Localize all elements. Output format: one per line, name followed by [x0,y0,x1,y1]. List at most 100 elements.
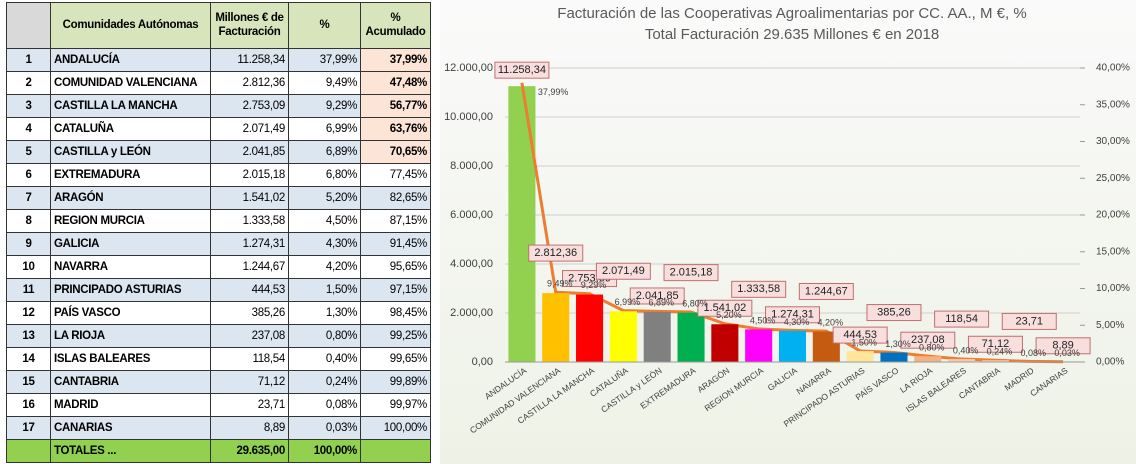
table-cell: 2.015,18 [211,164,289,187]
value-label: 1.244,67 [805,285,848,297]
y2-tick-label: 15,00% [1096,246,1130,257]
value-label: 385,26 [877,306,911,318]
table-cell: 6,80% [289,164,361,187]
value-label: 1,30% [885,339,911,349]
table-cell: 10 [7,256,51,279]
table-cell: 385,26 [211,302,289,325]
value-label: 11.258,34 [498,64,546,76]
page: Comunidades AutónomasMillones € de Factu… [0,0,1136,464]
table-cell: 1,50% [289,279,361,302]
data-table: Comunidades AutónomasMillones € de Factu… [6,2,431,463]
table-cell: 70,65% [361,141,431,164]
table-cell: 0,03% [289,417,361,440]
table-cell: 1.274,31 [211,233,289,256]
table-cell: 444,53 [211,279,289,302]
table-cell: 95,65% [361,256,431,279]
y2-tick-label: 20,00% [1096,210,1130,221]
table-cell: ISLAS BALEARES [51,348,211,371]
y-tick-label: 0,00 [472,356,493,368]
table-cell: 4,30% [289,233,361,256]
value-label: 37,99% [538,87,569,97]
chart-subtitle: Total Facturación 29.635 Millones € en 2… [645,26,939,43]
table-cell: 1.244,67 [211,256,289,279]
bar [914,356,941,362]
y2-tick-label: 5,00% [1096,320,1124,331]
table-cell: 0,24% [289,371,361,394]
table-cell: 82,65% [361,187,431,210]
table-cell: 99,89% [361,371,431,394]
table-row: 14ISLAS BALEARES118,540,40%99,65% [7,348,431,371]
table-cell: 13 [7,325,51,348]
table-cell: CANARIAS [51,417,211,440]
value-label: 6,99% [615,297,641,307]
table-cell: 4 [7,118,51,141]
y2-tick-label: 25,00% [1096,173,1130,184]
table-cell: 37,99% [361,49,431,72]
bar [644,312,671,362]
table-cell: LA RIOJA [51,325,211,348]
table-cell: 6 [7,164,51,187]
value-label: 1,50% [851,337,877,347]
table-row: 11PRINCIPADO ASTURIAS444,531,50%97,15% [7,279,431,302]
table-row: 2COMUNIDAD VALENCIANA2.812,369,49%47,48% [7,72,431,95]
table-cell: 9,29% [289,95,361,118]
table-cell: 63,76% [361,118,431,141]
table-cell: 0,80% [289,325,361,348]
table-cell: 99,97% [361,394,431,417]
table-cell: 37,99% [289,49,361,72]
y2-tick-label: 10,00% [1096,283,1130,294]
y-tick-label: 6.000,00 [450,209,493,221]
table-cell: 56,77% [361,95,431,118]
table-cell: 11.258,34 [211,49,289,72]
table-cell: 237,08 [211,325,289,348]
table-cell: 9,49% [289,72,361,95]
table-cell: 5,20% [289,187,361,210]
table-cell: 9 [7,233,51,256]
value-label: 2.071,49 [602,265,645,277]
bar [610,311,637,362]
y2-tick-label: 35,00% [1096,99,1130,110]
value-label: 0,80% [919,342,945,352]
table-cell: 98,45% [361,302,431,325]
table-cell: 8 [7,210,51,233]
table-cell: 1.333,58 [211,210,289,233]
table-cell: 100,00% [361,417,431,440]
table-cell: Millones € de Facturación [211,3,289,49]
bar [542,293,569,362]
table-cell: 7 [7,187,51,210]
table-cell: 5 [7,141,51,164]
chart-title: Facturación de las Cooperativas Agroalim… [557,5,1026,22]
bar [576,295,603,362]
table-cell: 17 [7,417,51,440]
value-label: 0,08% [1020,348,1046,358]
table-cell: 2.071,49 [211,118,289,141]
table-cell: 11 [7,279,51,302]
table-cell: 87,15% [361,210,431,233]
y-tick-label: 10.000,00 [444,111,493,123]
table-cell: 8,89 [211,417,289,440]
table-cell: CATALUÑA [51,118,211,141]
table-cell: 4,50% [289,210,361,233]
table-cell: PAÍS VASCO [51,302,211,325]
table-cell: EXTREMADURA [51,164,211,187]
value-label: 2.015,18 [670,267,713,279]
y2-tick-label: 40,00% [1096,63,1130,74]
value-label: 5,20% [716,310,742,320]
table-cell: PRINCIPADO ASTURIAS [51,279,211,302]
table-cell: 99,65% [361,348,431,371]
bar [779,331,806,362]
table-cell: 47,48% [361,72,431,95]
y-tick-label: 8.000,00 [450,160,493,172]
table-row: 17CANARIAS8,890,03%100,00% [7,417,431,440]
value-label: 2.812,36 [534,247,577,259]
table-cell: 6,99% [289,118,361,141]
value-label: 0,24% [987,347,1013,357]
chart: Facturación de las Cooperativas Agroalim… [440,0,1136,464]
table-cell [361,440,431,463]
totals-row: TOTALES ...29.635,00100,00% [7,440,431,463]
table-cell: 0,08% [289,394,361,417]
table-row: 16MADRID23,710,08%99,97% [7,394,431,417]
y2-tick-label: 0,00% [1096,357,1124,368]
